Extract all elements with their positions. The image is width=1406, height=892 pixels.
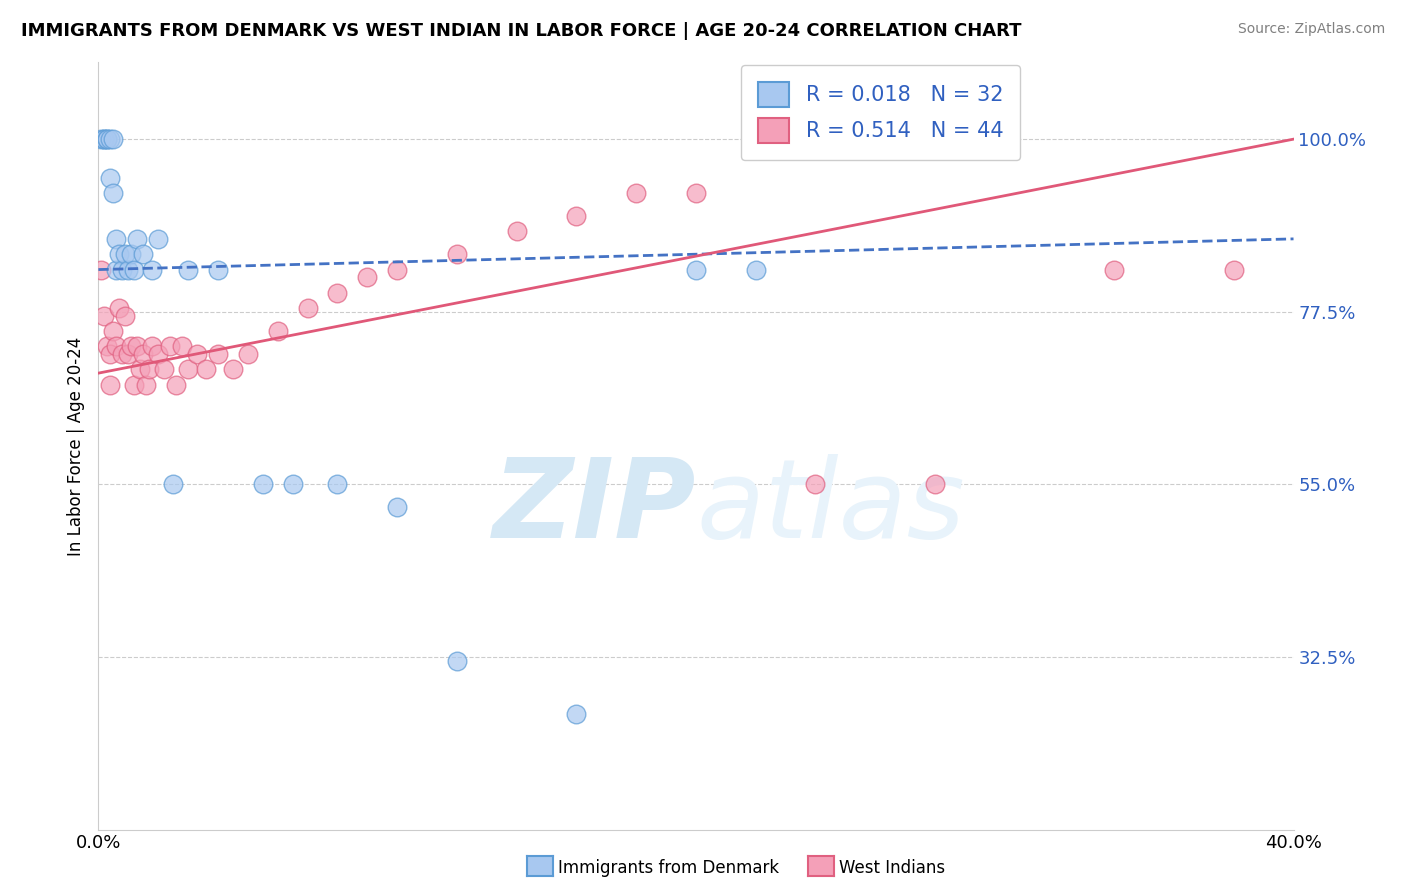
- Point: [127, 339, 149, 353]
- Text: IMMIGRANTS FROM DENMARK VS WEST INDIAN IN LABOR FORCE | AGE 20-24 CORRELATION CH: IMMIGRANTS FROM DENMARK VS WEST INDIAN I…: [21, 22, 1022, 40]
- Point: [1223, 262, 1246, 277]
- Point: [105, 339, 128, 353]
- Point: [98, 170, 122, 185]
- Point: [222, 362, 245, 376]
- Point: [506, 224, 529, 238]
- Point: [267, 324, 290, 338]
- Point: [129, 362, 152, 376]
- Point: [93, 309, 115, 323]
- Point: [207, 262, 229, 277]
- Point: [326, 285, 349, 300]
- Point: [141, 262, 163, 277]
- Point: [252, 477, 274, 491]
- Point: [93, 132, 115, 146]
- Point: [297, 301, 319, 315]
- Point: [281, 477, 304, 491]
- Point: [685, 186, 707, 200]
- Point: [165, 377, 187, 392]
- Point: [195, 362, 218, 376]
- Point: [96, 132, 118, 146]
- Text: ZIP: ZIP: [492, 454, 696, 561]
- Point: [177, 262, 200, 277]
- Point: [96, 339, 118, 353]
- Point: [177, 362, 200, 376]
- Point: [90, 132, 112, 146]
- Point: [153, 362, 176, 376]
- Point: [114, 247, 136, 261]
- Text: West Indians: West Indians: [839, 859, 945, 877]
- Point: [745, 262, 768, 277]
- Point: [132, 347, 155, 361]
- Point: [565, 209, 588, 223]
- Point: [924, 477, 946, 491]
- Point: [172, 339, 194, 353]
- Point: [1104, 262, 1126, 277]
- Point: [117, 262, 139, 277]
- Point: [114, 309, 136, 323]
- Point: [98, 347, 122, 361]
- Point: [385, 262, 409, 277]
- Point: [804, 477, 827, 491]
- Point: [124, 377, 146, 392]
- Point: [105, 232, 128, 246]
- Legend: R = 0.018   N = 32, R = 0.514   N = 44: R = 0.018 N = 32, R = 0.514 N = 44: [741, 65, 1021, 160]
- Point: [207, 347, 229, 361]
- Point: [148, 347, 170, 361]
- Point: [135, 377, 157, 392]
- Point: [108, 247, 131, 261]
- Point: [93, 132, 115, 146]
- Point: [117, 347, 139, 361]
- Text: Immigrants from Denmark: Immigrants from Denmark: [558, 859, 779, 877]
- Point: [124, 262, 146, 277]
- Point: [103, 324, 125, 338]
- Point: [120, 339, 142, 353]
- Point: [385, 500, 409, 515]
- Point: [356, 270, 378, 285]
- Point: [138, 362, 160, 376]
- Point: [162, 477, 184, 491]
- Point: [685, 262, 707, 277]
- Point: [186, 347, 208, 361]
- Point: [446, 247, 468, 261]
- Point: [111, 262, 134, 277]
- Point: [103, 132, 125, 146]
- Point: [98, 132, 122, 146]
- Text: atlas: atlas: [696, 454, 965, 561]
- Point: [96, 132, 118, 146]
- Point: [105, 262, 128, 277]
- Point: [90, 262, 112, 277]
- Point: [103, 186, 125, 200]
- Point: [98, 377, 122, 392]
- Point: [141, 339, 163, 353]
- Point: [120, 247, 142, 261]
- Point: [108, 301, 131, 315]
- Point: [148, 232, 170, 246]
- Point: [236, 347, 259, 361]
- Point: [132, 247, 155, 261]
- Text: Source: ZipAtlas.com: Source: ZipAtlas.com: [1237, 22, 1385, 37]
- Point: [111, 347, 134, 361]
- Point: [446, 654, 468, 668]
- Y-axis label: In Labor Force | Age 20-24: In Labor Force | Age 20-24: [66, 336, 84, 556]
- Point: [127, 232, 149, 246]
- Point: [626, 186, 648, 200]
- Point: [565, 707, 588, 722]
- Point: [326, 477, 349, 491]
- Point: [159, 339, 181, 353]
